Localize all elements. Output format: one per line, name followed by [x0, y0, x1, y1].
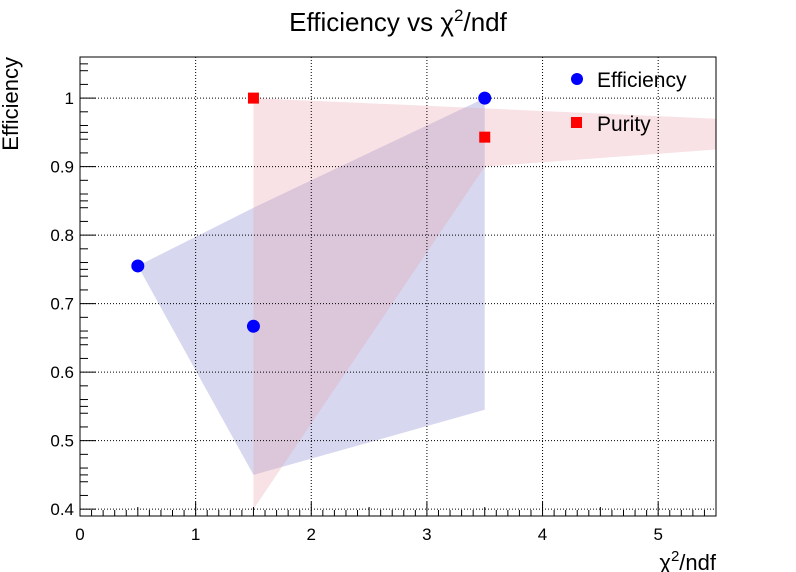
plot-frame	[79, 56, 717, 517]
x-tick-label: 1	[191, 525, 200, 544]
legend-label-efficiency: Efficiency	[597, 69, 687, 92]
x-tick-label: 5	[653, 525, 662, 544]
legend-label-purity: Purity	[597, 113, 651, 136]
legend-marker-efficiency	[571, 73, 583, 85]
y-tick-label: 0.6	[50, 363, 74, 382]
bands-layer	[137, 98, 716, 510]
x-tick-label: 2	[307, 525, 316, 544]
y-tick-label: 0.4	[50, 500, 74, 519]
y-tick-label: 1	[65, 89, 74, 108]
point-efficiency	[131, 259, 145, 273]
x-tick-label: 4	[538, 525, 547, 544]
legend: Efficiency Purity	[571, 69, 687, 136]
x-tick-label: 3	[422, 525, 431, 544]
y-tick-label: 0.5	[50, 432, 74, 451]
y-tick-label: 0.7	[50, 295, 74, 314]
band-efficiency	[137, 98, 485, 475]
y-tick-label: 0.9	[50, 158, 74, 177]
band-purity	[253, 98, 716, 510]
x-tick-label: 0	[75, 525, 84, 544]
y-tick-label: 0.8	[50, 226, 74, 245]
legend-marker-purity	[571, 117, 582, 128]
point-efficiency	[478, 91, 492, 105]
tick-labels-layer: 0 1 2 3 4 5 0.4 0.5 0.6 0.7 0.8 0.9 1	[50, 89, 663, 544]
point-purity	[247, 92, 259, 104]
grid-layer	[80, 57, 716, 516]
y-axis-title: Efficiency	[0, 57, 23, 151]
chart-title: Efficiency vs χ2/ndf	[289, 6, 508, 37]
point-efficiency	[246, 319, 260, 333]
x-axis-title: χ2/ndf	[659, 548, 716, 572]
ticks-layer	[79, 56, 717, 516]
points-layer	[131, 91, 492, 333]
point-purity	[479, 131, 491, 143]
